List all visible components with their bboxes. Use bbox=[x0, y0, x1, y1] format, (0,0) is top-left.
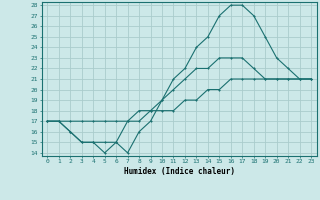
X-axis label: Humidex (Indice chaleur): Humidex (Indice chaleur) bbox=[124, 167, 235, 176]
